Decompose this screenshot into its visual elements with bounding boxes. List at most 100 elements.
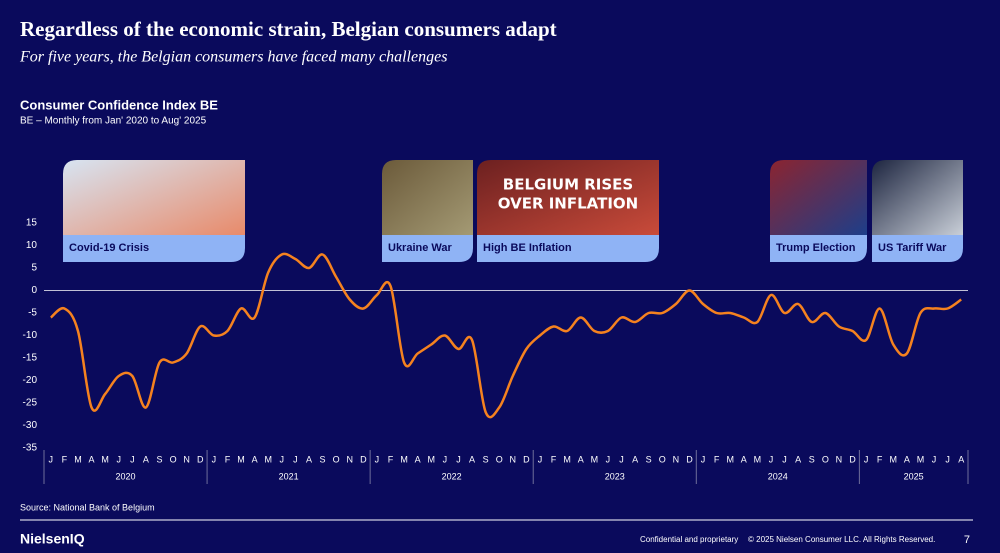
y-tick-label: -20 xyxy=(23,375,38,386)
annotation-image xyxy=(477,160,659,235)
copyright: © 2025 Nielsen Consumer LLC. All Rights … xyxy=(748,535,935,544)
x-tick-label: A xyxy=(578,454,584,464)
x-tick-label: D xyxy=(523,454,530,464)
x-tick-label: O xyxy=(822,454,829,464)
x-tick-label: A xyxy=(415,454,421,464)
x-tick-label: J xyxy=(538,454,543,464)
x-tick-label: A xyxy=(89,454,95,464)
source: Source: National Bank of Belgium xyxy=(20,502,155,512)
x-tick-label: F xyxy=(877,454,883,464)
x-tick-label: A xyxy=(469,454,475,464)
x-tick-label: M xyxy=(754,454,762,464)
annotation-label-box xyxy=(770,235,867,262)
x-tick-label: J xyxy=(456,454,461,464)
x-tick-label: N xyxy=(673,454,680,464)
x-tick-label: M xyxy=(591,454,599,464)
logo: NielsenIQ xyxy=(20,531,85,547)
x-tick-label: J xyxy=(945,454,950,464)
x-tick-label: J xyxy=(49,454,54,464)
x-tick-label: S xyxy=(646,454,652,464)
y-tick-label: 0 xyxy=(31,285,37,296)
y-tick-label: -25 xyxy=(23,398,38,409)
y-tick-label: 5 xyxy=(31,263,37,274)
x-tick-label: A xyxy=(958,454,964,464)
x-tick-label: J xyxy=(293,454,298,464)
data-line xyxy=(49,252,962,419)
x-tick-label: A xyxy=(632,454,638,464)
y-tick-label: -15 xyxy=(23,353,38,364)
annotation-image xyxy=(770,160,867,235)
x-tick-label: S xyxy=(320,454,326,464)
year-label: 2025 xyxy=(904,471,924,481)
annotation-label-box xyxy=(872,235,963,262)
x-tick-label: D xyxy=(686,454,693,464)
annotation-label-box xyxy=(63,235,245,262)
annotation: High BE Inflation xyxy=(477,160,659,262)
x-tick-label: M xyxy=(400,454,408,464)
annotation-label: Trump Election xyxy=(776,242,856,254)
x-tick-label: N xyxy=(836,454,843,464)
annotation-image xyxy=(382,160,473,235)
x-tick-label: J xyxy=(782,454,787,464)
y-tick-label: -30 xyxy=(23,420,38,431)
annotation: Covid-19 Crisis xyxy=(63,160,245,262)
y-tick-label: 15 xyxy=(26,218,38,229)
x-tick-label: J xyxy=(932,454,937,464)
annotation: Trump Election xyxy=(770,160,867,262)
x-tick-label: J xyxy=(443,454,448,464)
annotation-image xyxy=(872,160,963,235)
y-tick-label: -10 xyxy=(23,330,38,341)
x-tick-label: F xyxy=(714,454,720,464)
y-tick-label: -5 xyxy=(28,308,37,319)
image-text: OVER INFLATION xyxy=(498,195,638,213)
x-tick-label: M xyxy=(237,454,245,464)
x-tick-label: M xyxy=(563,454,571,464)
annotation-image xyxy=(63,160,245,235)
x-tick-label: A xyxy=(741,454,747,464)
x-tick-label: N xyxy=(183,454,190,464)
x-tick-label: M xyxy=(726,454,734,464)
x-tick-label: J xyxy=(130,454,135,464)
x-tick-label: A xyxy=(795,454,801,464)
annotation-label-box xyxy=(382,235,473,262)
annotation: US Tariff War xyxy=(872,160,963,262)
year-label: 2020 xyxy=(116,471,136,481)
x-tick-label: J xyxy=(619,454,624,464)
year-label: 2024 xyxy=(768,471,788,481)
x-tick-label: J xyxy=(606,454,611,464)
subheadline: For five years, the Belgian consumers ha… xyxy=(19,49,447,66)
x-tick-label: J xyxy=(280,454,285,464)
x-tick-label: J xyxy=(769,454,774,464)
x-tick-label: A xyxy=(252,454,258,464)
annotation: Ukraine War xyxy=(382,160,473,262)
x-tick-label: A xyxy=(143,454,149,464)
x-tick-label: M xyxy=(890,454,898,464)
annotation-label-box xyxy=(477,235,659,262)
annotation-label: US Tariff War xyxy=(878,242,947,254)
x-tick-label: D xyxy=(197,454,204,464)
x-tick-label: O xyxy=(659,454,666,464)
x-tick-label: S xyxy=(809,454,815,464)
x-tick-label: D xyxy=(360,454,367,464)
x-tick-label: F xyxy=(225,454,231,464)
image-text: BELGIUM RISES xyxy=(503,176,633,194)
chart-subtitle: BE – Monthly from Jan' 2020 to Aug' 2025 xyxy=(20,116,207,127)
x-tick-label: N xyxy=(510,454,517,464)
x-tick-label: F xyxy=(62,454,68,464)
headline: Regardless of the economic strain, Belgi… xyxy=(20,17,557,41)
x-tick-label: M xyxy=(917,454,925,464)
x-tick-label: F xyxy=(551,454,557,464)
x-tick-label: O xyxy=(170,454,177,464)
page-number: 7 xyxy=(964,534,970,546)
x-tick-label: M xyxy=(428,454,436,464)
confidential: Confidential and proprietary xyxy=(640,535,738,544)
x-tick-label: M xyxy=(101,454,109,464)
annotation-label: Ukraine War xyxy=(388,242,453,254)
x-tick-label: J xyxy=(375,454,380,464)
x-tick-label: M xyxy=(74,454,82,464)
year-label: 2022 xyxy=(442,471,462,481)
year-label: 2021 xyxy=(279,471,299,481)
annotation-label: Covid-19 Crisis xyxy=(69,242,149,254)
x-tick-label: S xyxy=(483,454,489,464)
